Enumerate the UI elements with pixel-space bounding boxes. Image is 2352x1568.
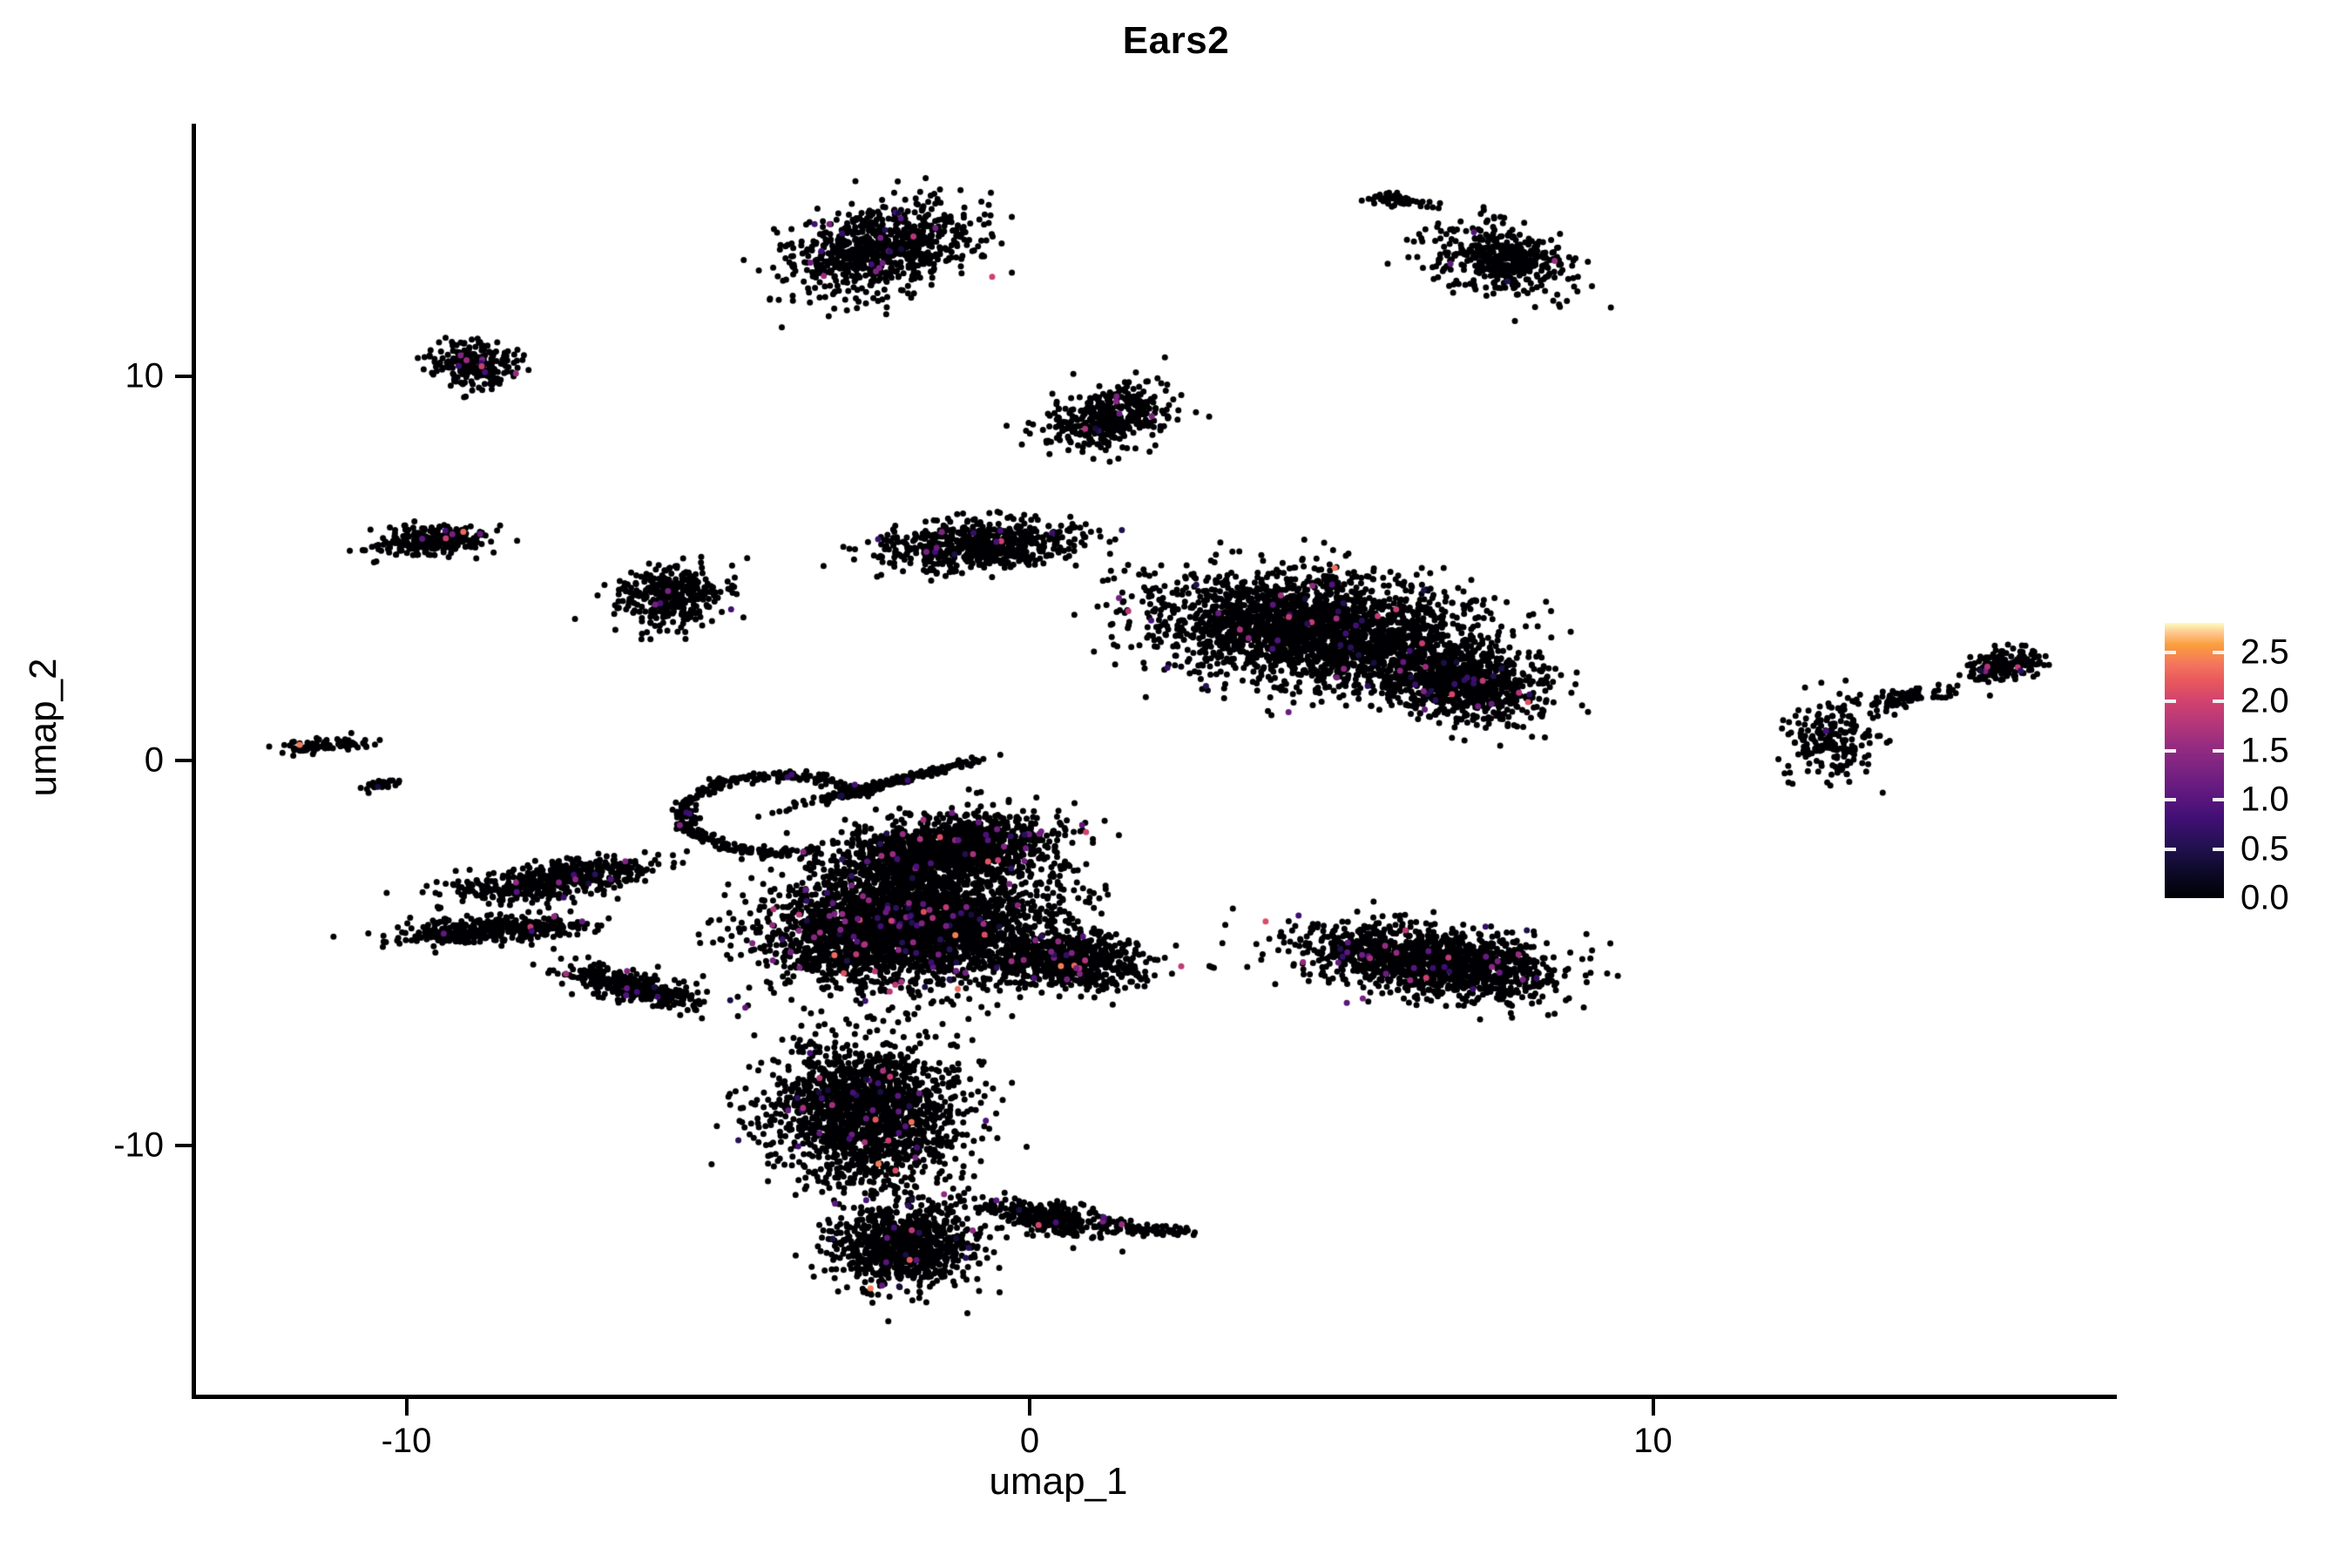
colorbar-tick-label: 2.0	[2240, 681, 2289, 720]
colorbar-tick-label: 0.5	[2240, 829, 2289, 868]
colorbar-tick-mark	[2213, 847, 2224, 851]
colorbar-tick-label: 1.0	[2240, 780, 2289, 819]
scatter-points-layer	[197, 68, 2113, 1394]
y-tick-mark	[175, 759, 192, 762]
x-tick-label: 0	[1019, 1422, 1040, 1460]
y-tick-label: 0	[144, 740, 164, 780]
colorbar-tick-label: 1.5	[2240, 731, 2289, 770]
colorbar-tick-mark	[2165, 847, 2176, 851]
colorbar-tick-mark	[2165, 700, 2176, 704]
colorbar-tick-mark	[2213, 650, 2224, 654]
colorbar-tick-mark	[2213, 748, 2224, 753]
colorbar-tick-label: 0.0	[2240, 878, 2289, 917]
colorbar-tick-mark	[2213, 798, 2224, 802]
x-axis-title: umap_1	[989, 1460, 1128, 1503]
colorbar-legend	[2165, 623, 2224, 898]
colorbar-tick-label: 2.5	[2240, 632, 2289, 672]
y-tick-mark	[175, 374, 192, 378]
scatter-plot-panel	[197, 68, 2113, 1394]
y-tick-label: -10	[113, 1125, 164, 1164]
y-axis-title: umap_2	[22, 658, 64, 797]
page-title: Ears2	[1122, 19, 1230, 62]
colorbar-tick-mark	[2165, 748, 2176, 753]
x-tick-label: 10	[1633, 1422, 1673, 1460]
x-axis-line	[192, 1395, 2117, 1399]
colorbar-gradient	[2165, 623, 2224, 898]
colorbar-tick-mark	[2213, 700, 2224, 704]
colorbar-tick-mark	[2165, 798, 2176, 802]
x-tick-mark	[1651, 1399, 1655, 1416]
y-tick-label: 10	[125, 356, 165, 395]
x-tick-label: -10	[381, 1422, 432, 1460]
y-axis-line	[192, 124, 196, 1399]
x-tick-mark	[1028, 1399, 1031, 1416]
colorbar-tick-mark	[2165, 650, 2176, 654]
x-tick-mark	[404, 1399, 409, 1416]
y-tick-mark	[175, 1143, 192, 1147]
